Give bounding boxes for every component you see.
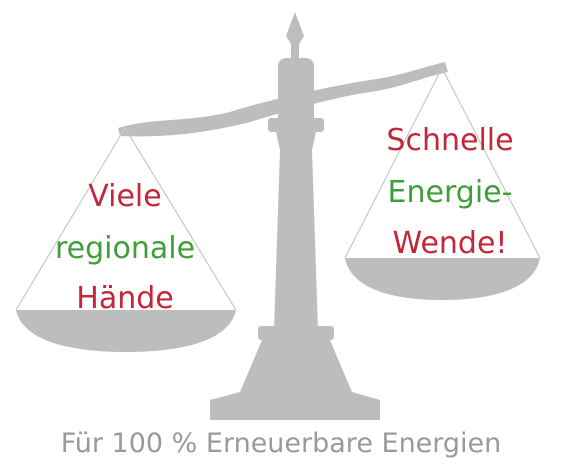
scale-graphic: Viele regionale Hände Schnelle Energie- … xyxy=(0,0,562,472)
right-line: Schnelle xyxy=(386,123,513,158)
left-line: regionale xyxy=(55,231,195,266)
column-ring xyxy=(258,326,334,340)
caption: Für 100 % Erneuerbare Energien xyxy=(61,428,502,459)
collar xyxy=(268,118,324,132)
column xyxy=(274,132,318,330)
left-bowl xyxy=(16,310,236,352)
finial xyxy=(286,12,304,58)
base xyxy=(210,340,380,420)
scale-drawing xyxy=(16,12,540,420)
right-line: Wende! xyxy=(393,226,508,261)
right-bowl xyxy=(345,258,540,300)
left-line: Viele xyxy=(88,179,161,214)
left-line: Hände xyxy=(76,281,173,316)
hub xyxy=(278,58,314,128)
right-line: Energie- xyxy=(388,175,513,210)
